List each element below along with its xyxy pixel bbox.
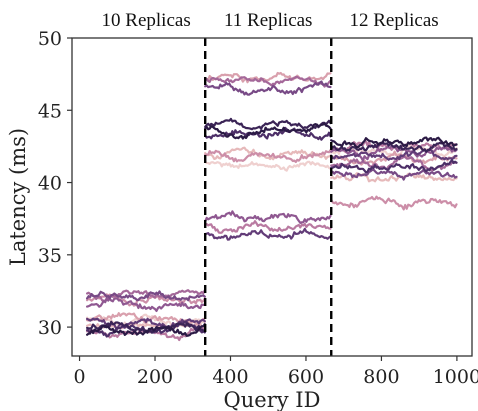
x-tick-label-400: 400 [212, 366, 248, 388]
region-label-3: 12 Replicas [349, 10, 438, 31]
region-label-layer: 10 Replicas 11 Replicas 12 Replicas [102, 10, 439, 31]
y-tick-label-50: 50 [38, 28, 62, 50]
series-1-line-region-2 [204, 160, 332, 172]
series-4-line-region-2 [204, 149, 332, 164]
x-tick-label-1000: 1000 [433, 366, 478, 388]
series-10-line-region-3 [330, 159, 458, 174]
series-12-line-region-3 [330, 136, 458, 149]
series-12-line-region-1 [85, 323, 206, 337]
series-layer [85, 71, 458, 342]
series-11-line-region-3 [330, 141, 458, 153]
series-7-line-region-1 [85, 297, 206, 312]
series-6-line-region-2 [204, 75, 332, 88]
series-4-line-region-3 [330, 195, 458, 211]
series-7-line-region-2 [204, 210, 332, 224]
series-8-line-region-1 [85, 290, 206, 302]
tick-layer: 0 200 400 600 800 1000 30 35 40 45 50 [38, 28, 478, 388]
x-tick-label-200: 200 [137, 366, 173, 388]
series-5-line-region-2 [204, 220, 332, 234]
series-2-line-region-3 [330, 172, 458, 183]
series-11-line-region-2 [204, 117, 332, 131]
x-tick-label-0: 0 [74, 366, 86, 388]
series-8-line-region-2 [204, 80, 332, 96]
x-tick-label-600: 600 [288, 366, 324, 388]
y-tick-label-40: 40 [38, 173, 62, 195]
region-label-2: 11 Replicas [224, 10, 312, 31]
series-10-line-region-2 [204, 126, 332, 141]
x-axis-label: Query ID [224, 388, 321, 411]
y-axis-label: Latency (ms) [6, 128, 30, 266]
series-12-line-region-2 [204, 122, 332, 140]
y-tick-label-35: 35 [38, 245, 62, 267]
region-label-1: 10 Replicas [102, 10, 191, 31]
series-9-line-region-3 [330, 148, 458, 161]
plot-frame [71, 37, 473, 357]
series-9-line-region-2 [204, 227, 332, 241]
y-tick-label-45: 45 [38, 100, 62, 122]
series-8-line-region-3 [330, 168, 458, 181]
x-tick-label-800: 800 [363, 366, 399, 388]
divider-layer [204, 38, 333, 356]
y-tick-label-30: 30 [38, 317, 62, 339]
